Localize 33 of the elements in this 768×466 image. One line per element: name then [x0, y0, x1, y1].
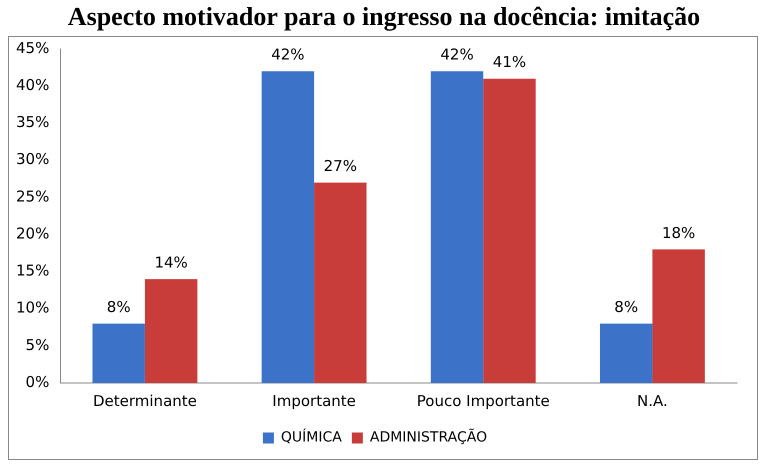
data-label: 18%	[662, 224, 696, 242]
data-label: 8%	[614, 298, 638, 316]
y-tick-label: 45%	[16, 38, 50, 57]
x-tick-label: Determinante	[92, 392, 197, 410]
data-label: 8%	[106, 298, 131, 316]
y-tick-label: 0%	[26, 372, 50, 391]
x-tick-label: Pouco Importante	[416, 392, 550, 410]
y-tick-label: 10%	[16, 298, 50, 317]
x-tick-label: Importante	[272, 392, 356, 410]
legend-label: QUÍMICA	[280, 428, 342, 446]
x-tick-label: N.A.	[637, 392, 668, 410]
chart-title: Aspecto motivador para o ingresso na docência: imitação	[66, 1, 702, 33]
data-label: 41%	[492, 53, 526, 72]
legend-label: ADMINISTRAÇÃO	[370, 428, 488, 446]
data-label: 27%	[324, 156, 357, 175]
bar	[652, 249, 705, 383]
bar	[430, 71, 484, 383]
bar	[144, 279, 198, 383]
bar	[314, 182, 367, 383]
data-label: 42%	[271, 46, 305, 64]
y-tick-label: 25%	[16, 187, 50, 206]
y-tick-label: 40%	[16, 76, 50, 94]
bar	[262, 71, 314, 383]
y-tick-label: 30%	[16, 150, 50, 168]
data-label: 14%	[154, 253, 188, 272]
y-tick-label: 15%	[16, 262, 50, 280]
y-tick-label: 5%	[26, 336, 50, 354]
bar	[483, 78, 536, 383]
bar	[92, 324, 145, 383]
y-tick-label: 20%	[16, 224, 50, 242]
y-tick-label: 35%	[16, 113, 50, 132]
bar	[600, 324, 652, 383]
data-label: 42%	[440, 46, 474, 64]
